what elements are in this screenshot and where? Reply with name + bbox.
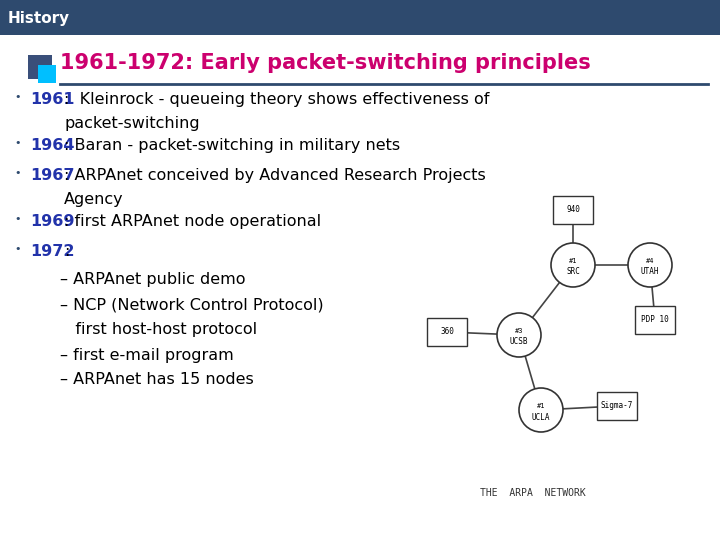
Text: 1961: 1961 bbox=[30, 92, 74, 107]
Text: Sigma-7: Sigma-7 bbox=[600, 402, 633, 410]
Text: :: : bbox=[64, 244, 69, 259]
FancyBboxPatch shape bbox=[635, 306, 675, 334]
Text: – first e-mail program: – first e-mail program bbox=[60, 348, 234, 363]
Text: UCLA: UCLA bbox=[532, 413, 550, 422]
Circle shape bbox=[551, 243, 595, 287]
Text: : first ARPAnet node operational: : first ARPAnet node operational bbox=[64, 214, 321, 229]
Text: •: • bbox=[14, 138, 20, 148]
Text: :  Kleinrock - queueing theory shows effectiveness of: : Kleinrock - queueing theory shows effe… bbox=[64, 92, 490, 107]
Text: packet-switching: packet-switching bbox=[64, 116, 199, 131]
Text: •: • bbox=[14, 244, 20, 254]
Text: PDP 10: PDP 10 bbox=[641, 315, 669, 325]
Text: SRC: SRC bbox=[566, 267, 580, 276]
Text: #1: #1 bbox=[536, 403, 545, 409]
Text: Agency: Agency bbox=[64, 192, 124, 207]
FancyBboxPatch shape bbox=[597, 392, 637, 420]
FancyBboxPatch shape bbox=[28, 55, 52, 79]
FancyBboxPatch shape bbox=[553, 196, 593, 224]
Text: : ARPAnet conceived by Advanced Research Projects: : ARPAnet conceived by Advanced Research… bbox=[64, 168, 486, 183]
Text: #3: #3 bbox=[515, 328, 523, 334]
Circle shape bbox=[628, 243, 672, 287]
Text: •: • bbox=[14, 168, 20, 178]
FancyBboxPatch shape bbox=[38, 65, 56, 83]
Text: 1964: 1964 bbox=[30, 138, 74, 153]
Text: •: • bbox=[14, 214, 20, 224]
Text: 1972: 1972 bbox=[30, 244, 74, 259]
Text: – NCP (Network Control Protocol): – NCP (Network Control Protocol) bbox=[60, 298, 323, 313]
Text: – ARPAnet has 15 nodes: – ARPAnet has 15 nodes bbox=[60, 372, 253, 387]
Text: History: History bbox=[8, 10, 70, 25]
Text: UTAH: UTAH bbox=[641, 267, 660, 276]
Text: 360: 360 bbox=[440, 327, 454, 336]
Text: UCSB: UCSB bbox=[510, 338, 528, 347]
Text: •: • bbox=[14, 92, 20, 102]
Text: first host-host protocol: first host-host protocol bbox=[60, 322, 257, 337]
Text: 1969: 1969 bbox=[30, 214, 74, 229]
Text: 940: 940 bbox=[566, 206, 580, 214]
FancyBboxPatch shape bbox=[427, 318, 467, 346]
Text: 1961-1972: Early packet-switching principles: 1961-1972: Early packet-switching princi… bbox=[60, 53, 590, 73]
FancyBboxPatch shape bbox=[0, 0, 720, 35]
Text: #1: #1 bbox=[569, 258, 577, 264]
Text: #4: #4 bbox=[646, 258, 654, 264]
Circle shape bbox=[497, 313, 541, 357]
Text: THE  ARPA  NETWORK: THE ARPA NETWORK bbox=[480, 488, 586, 498]
Circle shape bbox=[519, 388, 563, 432]
Text: 1967: 1967 bbox=[30, 168, 74, 183]
Text: – ARPAnet public demo: – ARPAnet public demo bbox=[60, 272, 246, 287]
Text: : Baran - packet-switching in military nets: : Baran - packet-switching in military n… bbox=[64, 138, 400, 153]
